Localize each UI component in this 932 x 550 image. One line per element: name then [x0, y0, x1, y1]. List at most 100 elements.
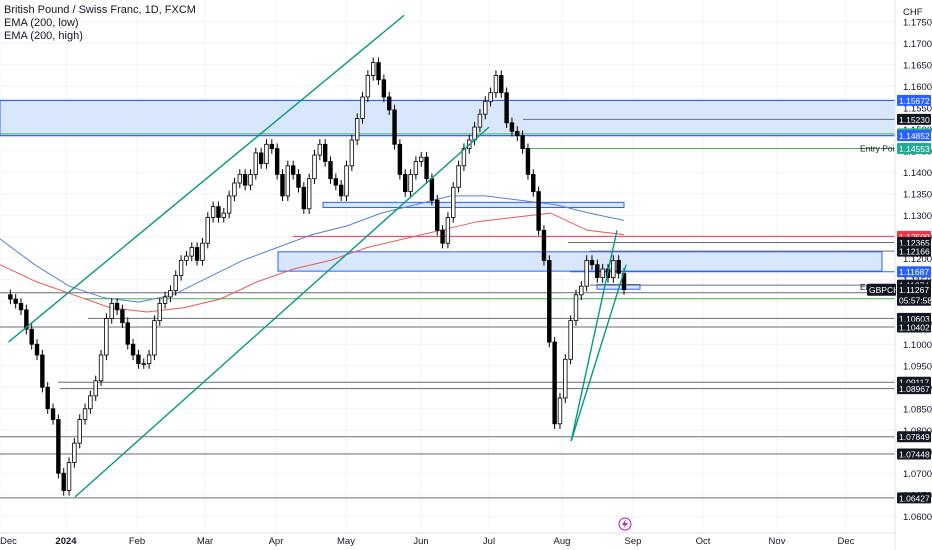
candle-body [595, 264, 600, 279]
ema-low-line [0, 195, 625, 303]
candle-body [280, 173, 285, 197]
price-tag [897, 113, 931, 125]
price-tag [897, 492, 931, 504]
candle-body [77, 419, 82, 444]
candle-body [440, 229, 445, 244]
candle-body [258, 152, 264, 165]
candle-body [451, 186, 456, 218]
candle-body [242, 173, 248, 186]
ema-high-label[interactable]: EMA (200, high) [4, 30, 83, 42]
replay-icon[interactable] [618, 517, 632, 531]
candle-body [536, 191, 541, 231]
price-tag-label: 1.10402 [899, 322, 930, 332]
candle-body [413, 161, 419, 175]
price-tick-label: 1.07000 [903, 469, 932, 480]
time-tick-label: Nov [769, 536, 786, 547]
ema-lines [0, 195, 625, 313]
candle-body [397, 143, 403, 175]
candle-body [194, 247, 200, 261]
price-tag-label: 1.09117 [899, 378, 929, 388]
candle-body [184, 255, 189, 261]
candle-body [72, 442, 77, 463]
candle-body [210, 206, 216, 218]
time-axis[interactable]: Dec 2024 Feb Mar Apr May Jun Jul Aug Sep Oct Nov Dec [0, 532, 895, 547]
price-tag [897, 142, 931, 154]
candle-body [88, 395, 93, 410]
candle-body [445, 216, 451, 244]
candle-body [328, 161, 333, 180]
candle-body [435, 199, 440, 231]
candle-body [344, 165, 349, 197]
candle-body [541, 229, 547, 261]
candle-body [477, 113, 483, 128]
candle-body [322, 143, 328, 162]
candle-body [290, 165, 296, 175]
middle-zone [322, 201, 625, 209]
price-tick-label: 1.16500 [903, 60, 932, 71]
lower-zone [277, 251, 883, 272]
time-tick-label: Dec [838, 536, 855, 547]
candle-body [45, 386, 50, 410]
candle-body [525, 148, 531, 175]
candle-body [354, 118, 360, 141]
price-tag [897, 383, 931, 395]
ema-low-label[interactable]: EMA (200, low) [4, 17, 79, 29]
candle-body [232, 182, 237, 197]
candle-body [381, 79, 387, 98]
time-tick-label: Sep [625, 536, 642, 547]
candle-body [13, 298, 18, 304]
trend-channels [8, 14, 627, 498]
price-tick-label: 1.10000 [903, 340, 932, 351]
candle-body [429, 178, 435, 201]
time-tick-label: Jul [483, 536, 495, 547]
time-tick-label: Apr [269, 536, 284, 547]
candle-body [178, 259, 184, 276]
zones [0, 99, 896, 290]
price-tag [897, 431, 931, 443]
price-tick-label: 1.09500 [903, 361, 932, 372]
price-tag-label: 1.12365 [899, 238, 930, 248]
candle-body [557, 397, 563, 425]
candle-body [392, 109, 397, 145]
price-tag-label: 1.14852 [899, 131, 930, 141]
time-tick-label: Aug [554, 536, 571, 547]
candle-body [493, 75, 499, 94]
symbol-tag [867, 283, 896, 296]
price-tag-label: 1.15230 [899, 115, 930, 125]
candle-body [600, 268, 605, 279]
price-tag-label: 1.07849 [899, 432, 930, 442]
candle-body [306, 178, 312, 210]
candle-body [456, 165, 461, 188]
candle-body [66, 462, 72, 491]
price-tick-label: 1.06000 [903, 512, 932, 523]
candle-body [50, 408, 56, 420]
time-tick-label: 2024 [55, 536, 77, 547]
candle-body [216, 206, 221, 218]
price-tag-label: 1.06427 [899, 493, 930, 503]
price-tag [897, 448, 931, 460]
currency-label: CHF [903, 7, 923, 18]
candle-body [301, 186, 307, 210]
candle-body [125, 322, 130, 345]
candle-body [509, 122, 515, 132]
price-tag [897, 237, 931, 249]
price-tick-label: 1.08500 [903, 404, 932, 415]
upper-zone [0, 99, 896, 137]
price-tag-label: 1.11687 [899, 267, 929, 277]
candle-body [264, 143, 269, 165]
wedge-left [570, 230, 618, 442]
candle-body [568, 320, 573, 360]
current-price-label: 1.11267 [899, 285, 929, 295]
symbol-title[interactable]: British Pound / Swiss Franc, 1D, FXCM [4, 4, 196, 16]
price-tag-label: 1.07448 [899, 449, 930, 459]
countdown-label: 05:57:58 [899, 295, 932, 305]
candle-body [515, 130, 520, 137]
price-tag [897, 266, 931, 278]
price-tag-label: 1.15672 [899, 96, 930, 106]
candle-body [34, 343, 40, 356]
candle-body [8, 294, 13, 300]
candles [8, 57, 627, 496]
candle-body [370, 62, 376, 76]
candle-body [349, 139, 355, 167]
